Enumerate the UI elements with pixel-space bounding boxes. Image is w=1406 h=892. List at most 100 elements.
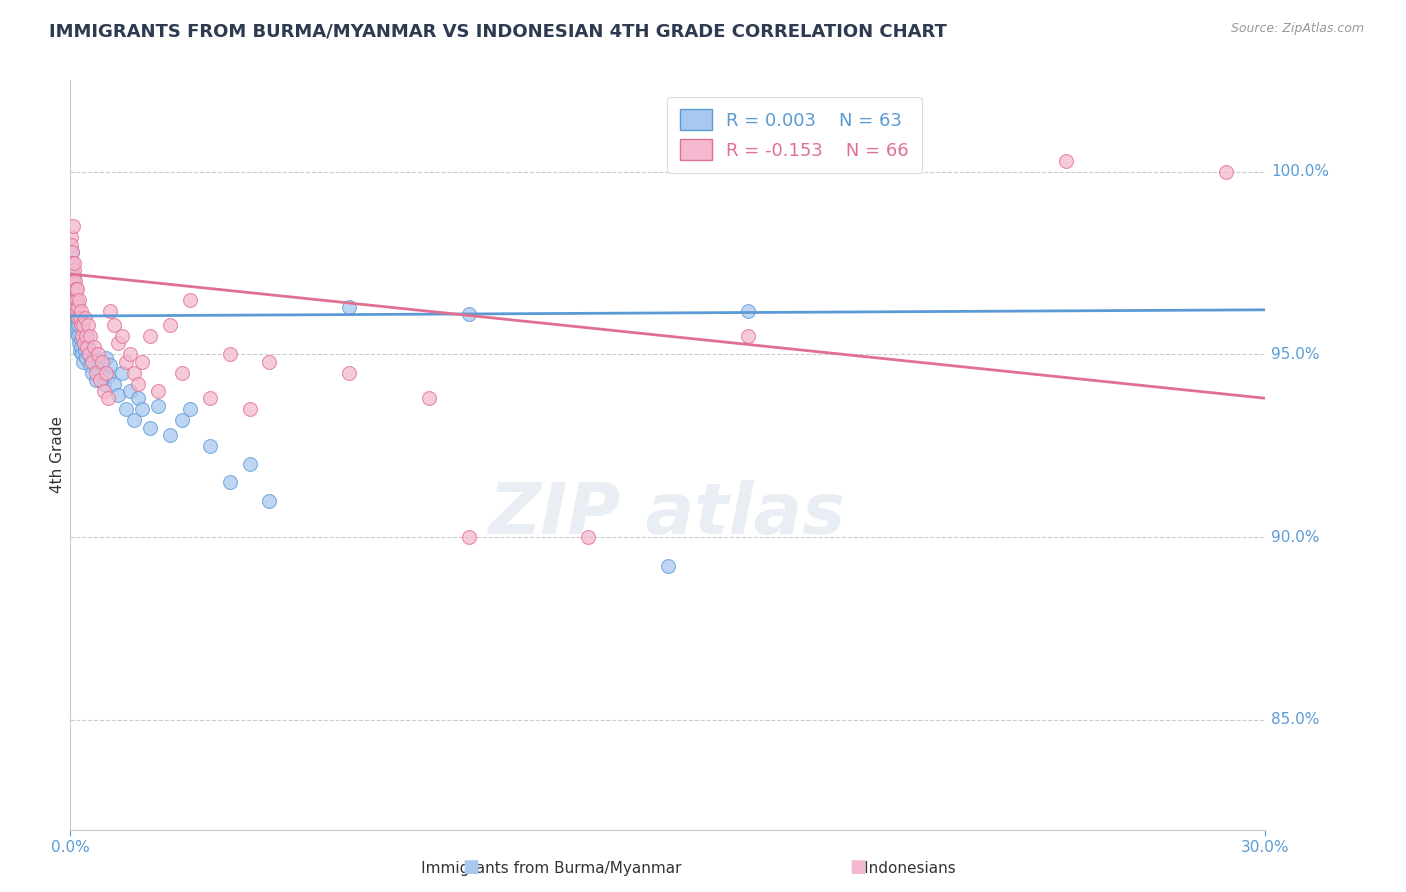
Point <box>63 263 86 277</box>
Point <box>122 366 145 380</box>
Point <box>218 347 240 361</box>
Point <box>73 336 96 351</box>
Point <box>75 343 97 358</box>
Point <box>66 322 89 336</box>
Point <box>457 530 479 544</box>
Point <box>1054 153 1077 168</box>
Point <box>62 274 84 288</box>
Text: 100.0%: 100.0% <box>1271 164 1330 179</box>
Point <box>93 384 115 398</box>
Point <box>98 359 121 373</box>
Point <box>179 402 201 417</box>
Point <box>79 359 101 373</box>
Point <box>218 475 240 490</box>
Point <box>67 318 90 333</box>
Point <box>170 413 193 427</box>
Point <box>103 376 125 391</box>
Point <box>418 391 440 405</box>
Point <box>60 237 83 252</box>
Point <box>146 399 169 413</box>
Point <box>65 303 87 318</box>
Point <box>127 376 149 391</box>
Text: Source: ZipAtlas.com: Source: ZipAtlas.com <box>1230 22 1364 36</box>
Point <box>62 267 84 281</box>
Point <box>75 329 97 343</box>
Point <box>239 457 262 471</box>
Point <box>170 366 193 380</box>
Point <box>259 355 281 369</box>
Point <box>69 318 91 333</box>
Point <box>239 402 262 417</box>
Point <box>107 336 129 351</box>
Point <box>120 384 141 398</box>
Text: ZIP atlas: ZIP atlas <box>489 481 846 549</box>
Point <box>65 300 87 314</box>
Point <box>89 355 111 369</box>
Point <box>93 376 115 391</box>
Point <box>67 336 90 351</box>
Point <box>84 373 107 387</box>
Point <box>70 303 93 318</box>
Point <box>127 391 149 405</box>
Point <box>139 329 162 343</box>
Point <box>737 329 759 343</box>
Point <box>65 293 87 307</box>
Text: ■: ■ <box>849 858 866 876</box>
Point <box>96 351 118 365</box>
Point <box>76 329 98 343</box>
Point <box>69 343 91 358</box>
Point <box>111 366 134 380</box>
Point <box>70 340 93 354</box>
Point <box>66 310 89 325</box>
Point <box>115 355 138 369</box>
Point <box>146 384 169 398</box>
Point <box>75 310 97 325</box>
Text: Immigrants from Burma/Myanmar: Immigrants from Burma/Myanmar <box>387 861 682 876</box>
Point <box>75 351 97 365</box>
Point <box>66 303 89 318</box>
Point <box>60 256 83 270</box>
Legend: R = 0.003    N = 63, R = -0.153    N = 66: R = 0.003 N = 63, R = -0.153 N = 66 <box>666 97 922 173</box>
Point <box>70 329 93 343</box>
Point <box>91 366 114 380</box>
Point <box>337 366 360 380</box>
Point <box>62 219 84 234</box>
Point <box>63 293 86 307</box>
Text: ■: ■ <box>463 858 479 876</box>
Point <box>457 307 479 321</box>
Point <box>1215 164 1237 178</box>
Point <box>69 333 91 347</box>
Point <box>657 559 679 574</box>
Point <box>62 282 84 296</box>
Point <box>115 402 138 417</box>
Point <box>77 340 100 354</box>
Point <box>84 366 107 380</box>
Point <box>63 300 86 314</box>
Point <box>159 427 181 442</box>
Point <box>97 391 120 405</box>
Point <box>67 293 90 307</box>
Point <box>337 300 360 314</box>
Point <box>91 355 114 369</box>
Point <box>103 318 125 333</box>
Text: 90.0%: 90.0% <box>1271 530 1320 545</box>
Point <box>63 310 86 325</box>
Point <box>60 263 83 277</box>
Point <box>107 387 129 401</box>
Point <box>67 300 90 314</box>
Point <box>63 274 86 288</box>
Point <box>60 245 83 260</box>
Point <box>82 355 104 369</box>
Point <box>98 303 121 318</box>
Point <box>139 420 162 434</box>
Point <box>60 256 83 270</box>
Point <box>198 439 221 453</box>
Point <box>96 366 118 380</box>
Point <box>111 329 134 343</box>
Point <box>62 267 84 281</box>
Point <box>83 347 105 361</box>
Point <box>72 318 94 333</box>
Point <box>66 293 89 307</box>
Point <box>77 318 100 333</box>
Point <box>60 230 83 244</box>
